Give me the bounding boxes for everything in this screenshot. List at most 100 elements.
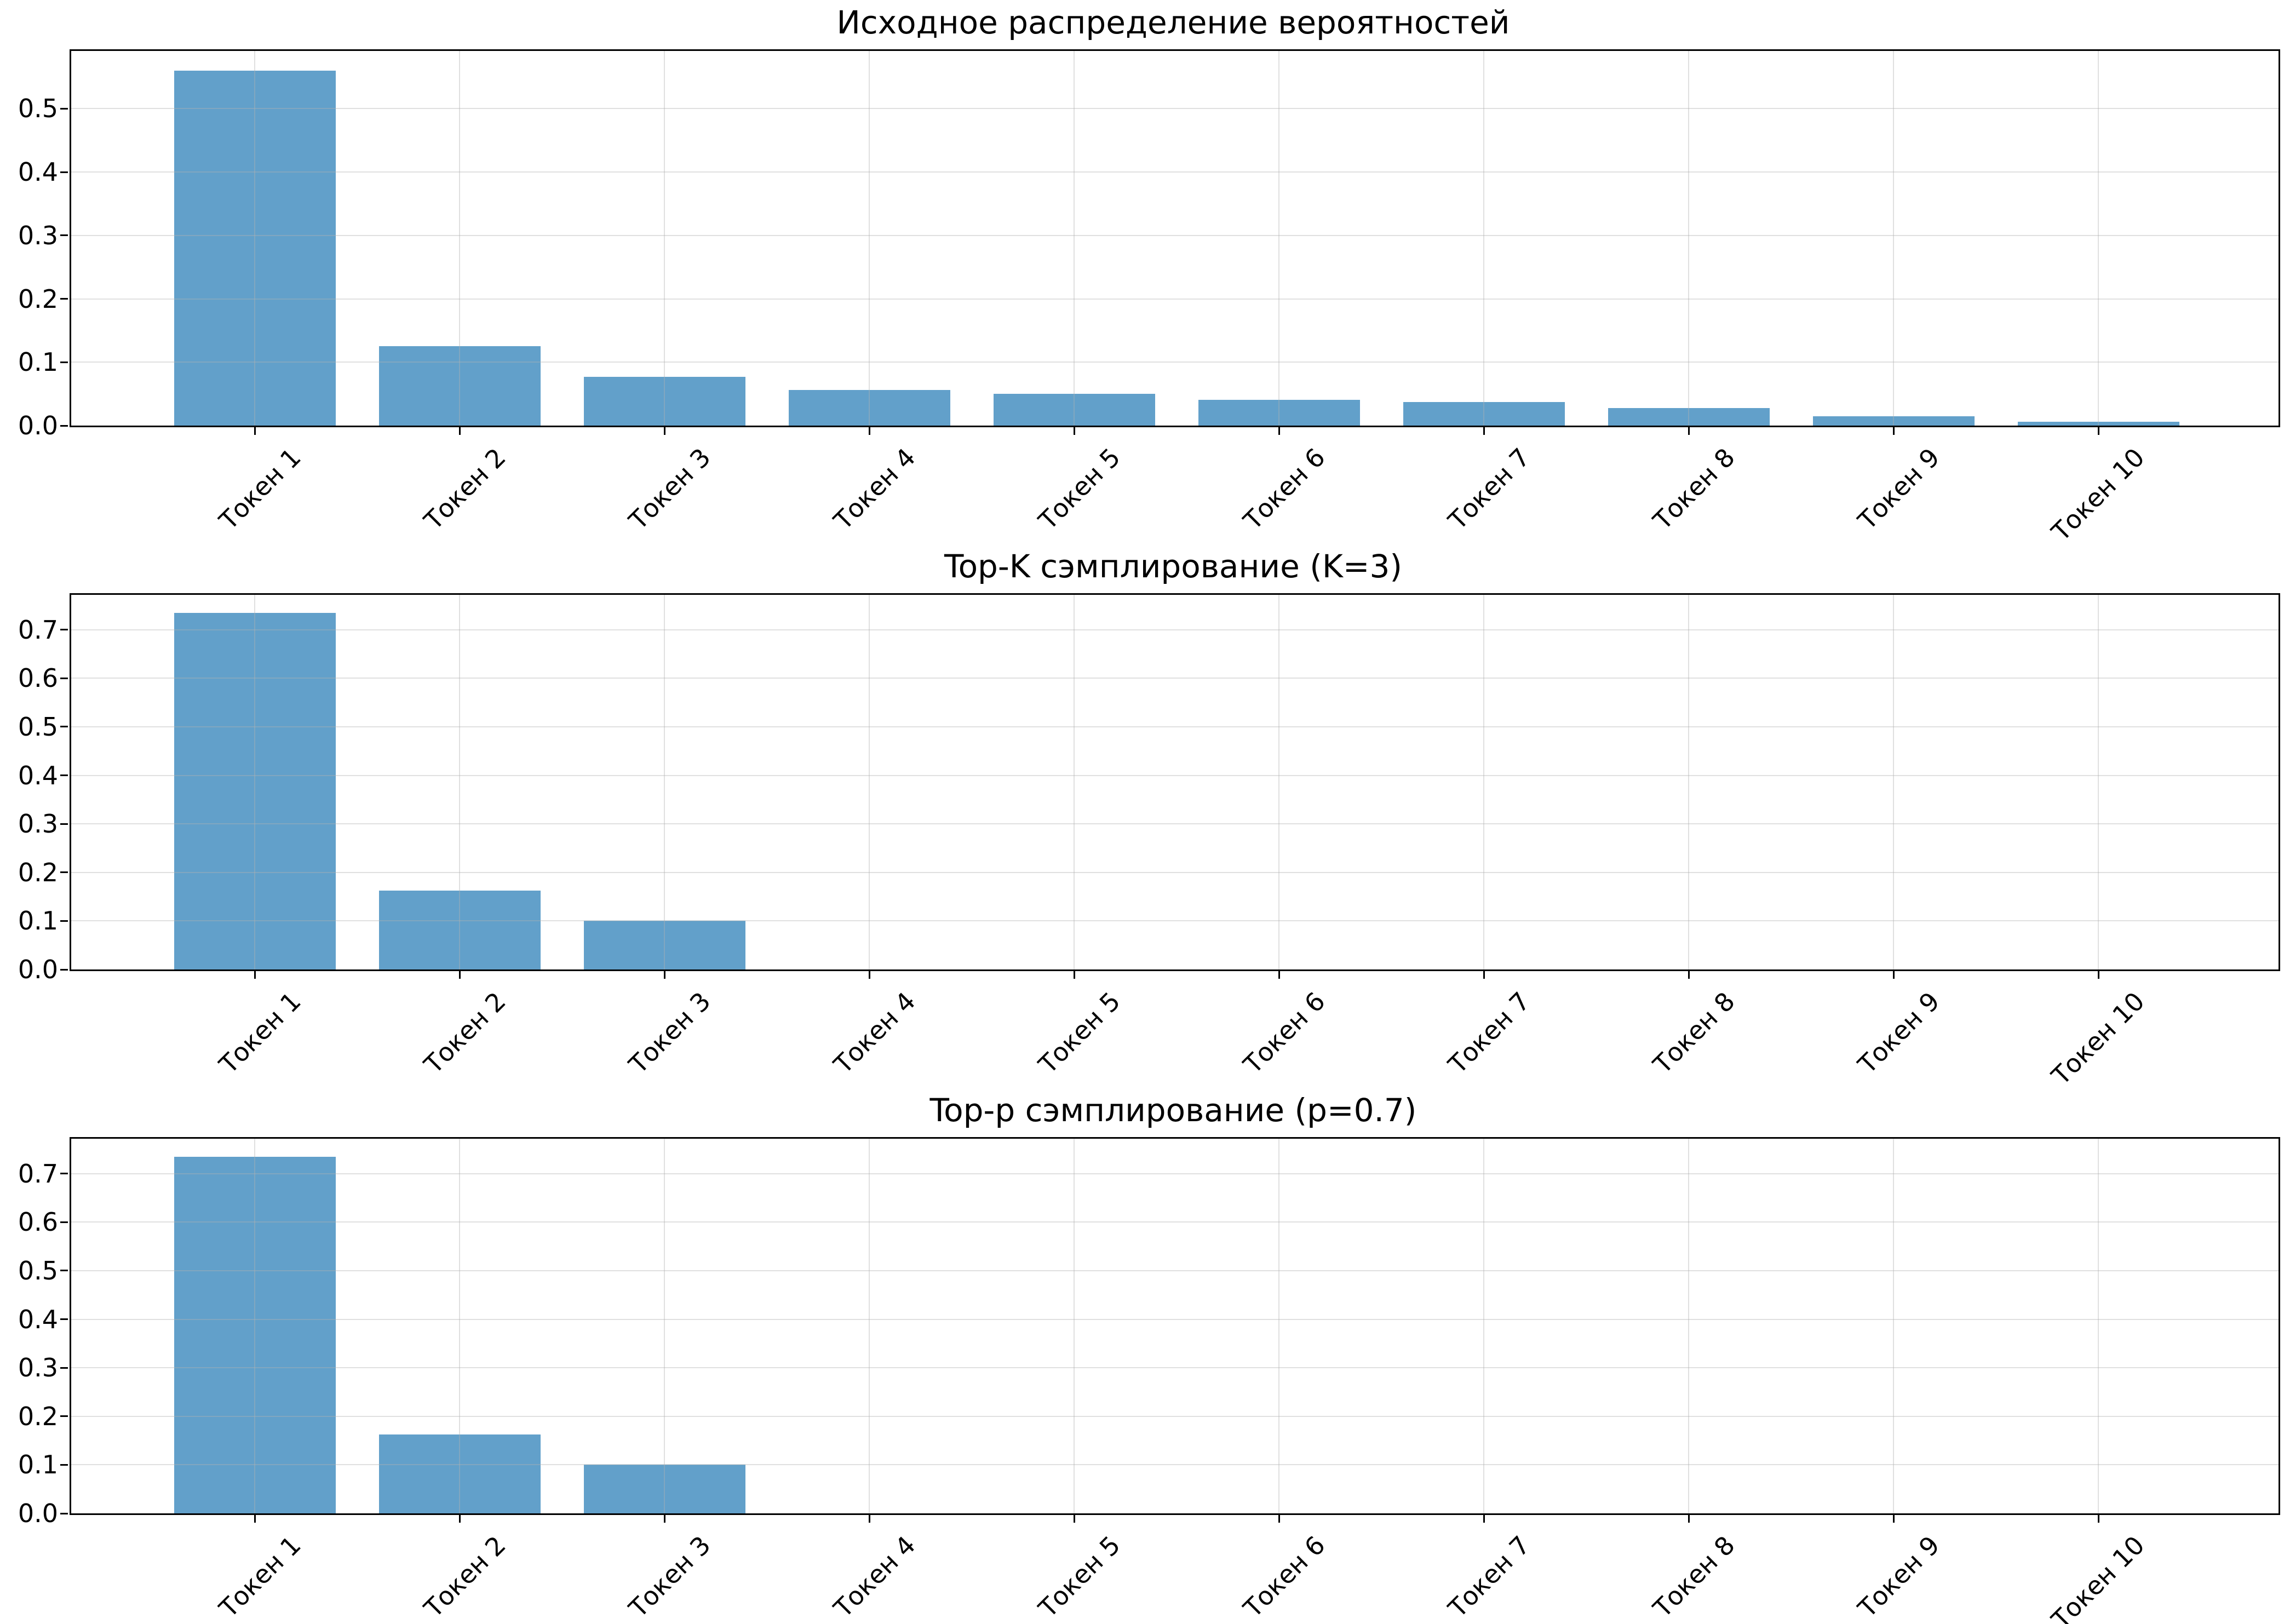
x-axis-tick — [254, 427, 256, 435]
bar — [174, 613, 336, 969]
bar — [378, 1434, 541, 1513]
chart-title: Исходное распределение вероятностей — [836, 4, 1510, 41]
gridline-vertical — [1483, 1139, 1484, 1513]
gridline-vertical — [1893, 51, 1894, 426]
plot-area: 0.0 0.1 0.2 0.3 0.4 0.5 0.6 0.7 Токен 1 Токен 2 То… — [18, 593, 2280, 1091]
y-tick-label: 0.4 — [18, 1304, 58, 1334]
y-tick-label: 0.7 — [18, 615, 58, 645]
gridline-horizontal — [71, 871, 2279, 873]
y-tick-label: 0.4 — [18, 760, 58, 790]
gridline-horizontal — [71, 629, 2279, 630]
x-axis-tick — [868, 427, 870, 435]
gridline-horizontal — [71, 920, 2279, 922]
y-tick-label: 0.1 — [18, 906, 58, 936]
x-tick-label: Токен 2 — [418, 1530, 512, 1623]
x-axis-tick — [1892, 427, 1895, 435]
y-axis-tick — [60, 629, 68, 631]
gridline-horizontal — [71, 171, 2279, 173]
bar — [583, 921, 745, 969]
x-axis-tick — [1688, 1515, 1690, 1523]
plot-area: 0.0 0.1 0.2 0.3 0.4 0.5 Токен 1 Токен 2 Токен 3 Т… — [18, 49, 2280, 547]
gridline-vertical — [254, 595, 255, 969]
bar — [583, 1465, 745, 1513]
x-axis-tick — [1483, 1515, 1485, 1523]
y-axis-tick — [60, 871, 68, 874]
gridline-vertical — [1074, 1139, 1075, 1513]
gridline-vertical — [869, 51, 870, 426]
gridline-vertical — [869, 1139, 870, 1513]
x-axis-tick — [1688, 427, 1690, 435]
x-tick-label: Токен 8 — [1647, 442, 1741, 536]
x-axis-tick — [1278, 971, 1280, 979]
bar — [1403, 402, 1565, 426]
gridline-horizontal — [71, 1221, 2279, 1223]
gridline-vertical — [2098, 51, 2099, 426]
bar — [1608, 408, 1770, 426]
x-tick-label: Токен 10 — [2046, 442, 2150, 547]
x-tick-label: Токен 8 — [1647, 986, 1741, 1080]
y-axis-tick — [60, 1512, 68, 1514]
gridline-vertical — [1074, 51, 1075, 426]
x-tick-label: Токен 3 — [623, 986, 716, 1080]
x-tick-label: Токен 7 — [1442, 986, 1536, 1080]
x-tick-label: Токен 2 — [418, 442, 512, 536]
y-axis-tick — [60, 1415, 68, 1418]
bar — [1812, 416, 1975, 426]
x-axis-tick — [458, 427, 461, 435]
x-tick-label: Токен 9 — [1852, 442, 1946, 536]
x-tick-label: Токен 4 — [828, 986, 921, 1080]
gridline-vertical — [459, 595, 460, 969]
x-tick-label: Токен 10 — [2046, 1530, 2150, 1624]
y-axis-tick — [60, 1221, 68, 1223]
y-axis-tick — [60, 424, 68, 427]
x-axis-tick — [1073, 971, 1075, 979]
gridline-vertical — [1893, 1139, 1894, 1513]
y-tick-label: 0.4 — [18, 157, 58, 187]
x-axis-tick — [458, 1515, 461, 1523]
y-tick-label: 0.3 — [18, 1353, 58, 1383]
bar — [993, 394, 1155, 426]
x-axis-tick — [1483, 971, 1485, 979]
x-tick-label: Токен 5 — [1032, 986, 1126, 1080]
chart-title: Top-p сэмплирование (p=0.7) — [929, 1092, 1417, 1129]
gridline-vertical — [1278, 595, 1279, 969]
y-axis-tick — [60, 1270, 68, 1272]
y-tick-label: 0.2 — [18, 857, 58, 887]
x-axis-tick — [1688, 971, 1690, 979]
y-tick-label: 0.1 — [18, 347, 58, 377]
bar — [583, 377, 745, 426]
y-axis-tick — [60, 234, 68, 237]
gridline-vertical — [459, 51, 460, 426]
y-axis-tick — [60, 920, 68, 922]
x-axis-tick — [663, 971, 665, 979]
gridline-horizontal — [71, 108, 2279, 110]
gridline-horizontal — [71, 1270, 2279, 1271]
y-axis-tick — [60, 823, 68, 825]
chart-title: Top-K сэмплирование (K=3) — [944, 548, 1402, 585]
y-tick-label: 0.5 — [18, 94, 58, 124]
x-axis-tick — [1892, 971, 1895, 979]
x-axis-tick — [254, 1515, 256, 1523]
y-tick-label: 0.0 — [18, 411, 58, 440]
x-tick-label: Токен 1 — [213, 1530, 307, 1623]
y-tick-label: 0.2 — [18, 284, 58, 314]
gridline-horizontal — [71, 1464, 2279, 1466]
bar — [174, 1157, 336, 1513]
gridline-horizontal — [71, 774, 2279, 776]
x-axis-tick — [1892, 1515, 1895, 1523]
y-tick-label: 0.0 — [18, 1499, 58, 1528]
x-tick-label: Токен 10 — [2046, 986, 2150, 1091]
x-tick-label: Токен 3 — [623, 442, 716, 536]
y-axis-tick — [60, 726, 68, 728]
gridline-vertical — [2098, 1139, 2099, 1513]
gridline-vertical — [1483, 51, 1484, 426]
x-tick-label: Токен 6 — [1237, 986, 1331, 1080]
bar — [378, 891, 541, 969]
x-axis-tick — [1073, 427, 1075, 435]
y-tick-label: 0.6 — [18, 1207, 58, 1237]
x-tick-label: Токен 7 — [1442, 442, 1536, 536]
y-tick-label: 0.1 — [18, 1450, 58, 1480]
y-tick-label: 0.2 — [18, 1401, 58, 1431]
y-tick-label: 0.5 — [18, 1255, 58, 1286]
y-axis-tick — [60, 1367, 68, 1369]
